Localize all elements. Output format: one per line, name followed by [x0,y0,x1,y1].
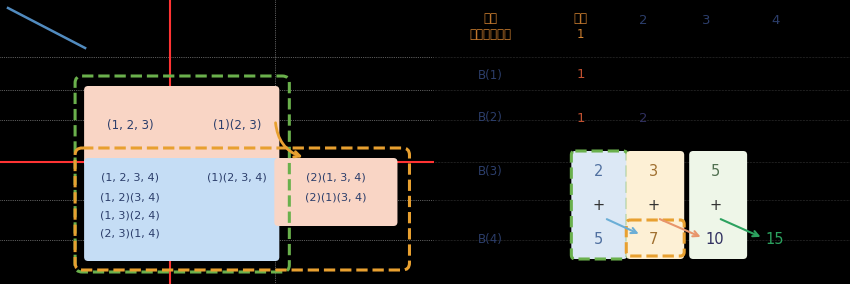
Text: シングルトン: シングルトン [469,28,512,41]
Text: 15: 15 [766,233,785,247]
Text: 3: 3 [649,164,658,179]
Text: 3: 3 [702,14,711,26]
Text: B(4): B(4) [478,233,503,247]
Text: B(3): B(3) [478,166,503,179]
Text: 最大: 最大 [484,12,497,25]
FancyBboxPatch shape [689,151,747,259]
Text: 2: 2 [639,112,648,124]
FancyBboxPatch shape [275,158,398,226]
Text: 2: 2 [593,164,603,179]
Text: 1: 1 [576,28,584,41]
Text: 1: 1 [576,68,585,82]
Text: (1, 3)(2, 4): (1, 3)(2, 4) [100,211,160,221]
Text: 1: 1 [576,112,585,124]
Text: (2)(1, 3, 4): (2)(1, 3, 4) [305,173,366,183]
Text: 5: 5 [711,164,720,179]
Text: +: + [709,199,721,214]
Text: 2: 2 [639,14,648,26]
Text: B(1): B(1) [478,68,503,82]
Text: 10: 10 [706,233,724,247]
Text: (1, 2, 3): (1, 2, 3) [107,120,154,133]
Text: +: + [592,199,604,214]
Text: 5: 5 [593,233,603,247]
Text: (1)(2, 3): (1)(2, 3) [213,120,262,133]
FancyBboxPatch shape [626,151,684,259]
Text: (1)(2, 3, 4): (1)(2, 3, 4) [207,173,267,183]
Text: 4: 4 [771,14,779,26]
FancyBboxPatch shape [571,151,627,259]
Text: (1, 2, 3, 4): (1, 2, 3, 4) [101,173,159,183]
Text: (2, 3)(1, 4): (2, 3)(1, 4) [100,229,160,239]
Text: +: + [647,199,660,214]
Text: (2)(1)(3, 4): (2)(1)(3, 4) [304,193,366,203]
Text: 7: 7 [649,233,658,247]
Text: B(2): B(2) [478,112,503,124]
FancyBboxPatch shape [84,86,280,166]
FancyBboxPatch shape [84,158,280,261]
Text: (1, 2)(3, 4): (1, 2)(3, 4) [100,193,160,203]
Text: なし: なし [573,12,587,25]
